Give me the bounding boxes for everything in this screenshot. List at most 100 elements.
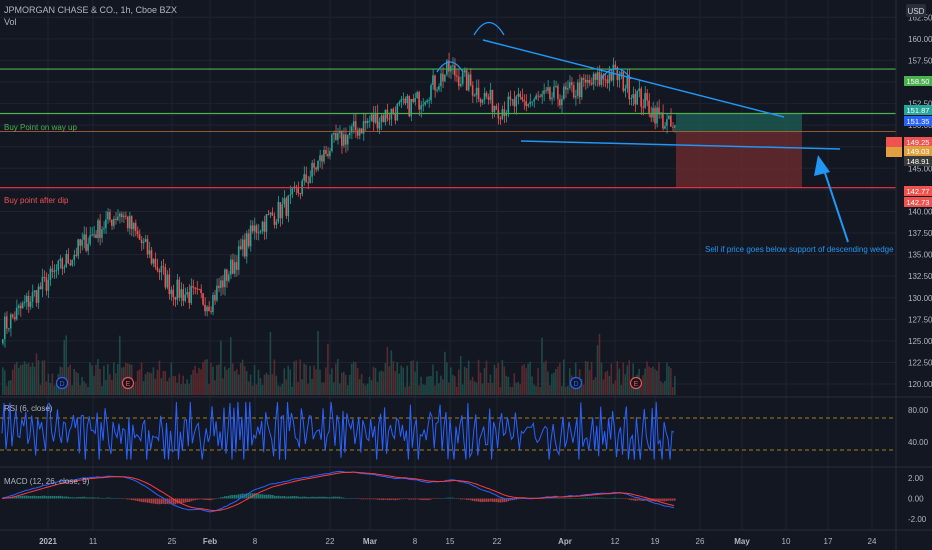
candle-body[interactable] bbox=[95, 234, 97, 238]
candle-body[interactable] bbox=[327, 153, 329, 157]
candle-body[interactable] bbox=[648, 100, 650, 115]
candle-body[interactable] bbox=[547, 87, 549, 91]
candle-body[interactable] bbox=[17, 305, 20, 308]
candle-body[interactable] bbox=[176, 279, 179, 300]
candle-body[interactable] bbox=[224, 269, 226, 288]
candle-body[interactable] bbox=[358, 128, 361, 136]
candle-body[interactable] bbox=[140, 239, 143, 243]
candle-body[interactable] bbox=[249, 225, 252, 247]
candle-body[interactable] bbox=[487, 96, 490, 100]
candle-body[interactable] bbox=[362, 121, 365, 134]
candle-body[interactable] bbox=[608, 73, 611, 84]
candle-body[interactable] bbox=[15, 307, 18, 320]
candle-body[interactable] bbox=[557, 85, 559, 100]
candle-body[interactable] bbox=[568, 82, 571, 89]
candle-body[interactable] bbox=[19, 305, 22, 309]
candle-body[interactable] bbox=[97, 220, 99, 238]
candle-body[interactable] bbox=[61, 258, 64, 269]
candle-body[interactable] bbox=[442, 73, 444, 82]
candle-body[interactable] bbox=[154, 258, 157, 268]
candle-body[interactable] bbox=[455, 75, 458, 77]
candle-body[interactable] bbox=[473, 95, 476, 97]
candle-body[interactable] bbox=[144, 239, 147, 242]
candle-body[interactable] bbox=[116, 216, 119, 221]
candle-body[interactable] bbox=[491, 89, 494, 113]
candle-body[interactable] bbox=[628, 76, 631, 100]
earnings-marker[interactable] bbox=[629, 376, 643, 390]
candle-body[interactable] bbox=[329, 150, 331, 157]
candle-body[interactable] bbox=[572, 85, 575, 98]
candle-body[interactable] bbox=[53, 270, 56, 272]
candle-body[interactable] bbox=[339, 130, 341, 134]
candle-body[interactable] bbox=[57, 260, 60, 271]
candle-body[interactable] bbox=[231, 259, 234, 274]
candle-body[interactable] bbox=[29, 301, 32, 307]
candle-body[interactable] bbox=[7, 328, 10, 330]
candle-body[interactable] bbox=[150, 250, 153, 264]
candle-body[interactable] bbox=[245, 233, 248, 257]
candle-body[interactable] bbox=[483, 93, 486, 100]
candle-body[interactable] bbox=[101, 229, 103, 238]
candle-body[interactable] bbox=[269, 212, 272, 215]
candle-body[interactable] bbox=[352, 121, 355, 127]
candle-body[interactable] bbox=[668, 115, 670, 120]
candle-body[interactable] bbox=[638, 88, 640, 92]
candle-body[interactable] bbox=[289, 194, 292, 196]
candle-body[interactable] bbox=[416, 92, 418, 98]
candle-body[interactable] bbox=[325, 149, 327, 154]
candle-body[interactable] bbox=[77, 239, 79, 256]
candle-body[interactable] bbox=[529, 101, 531, 105]
candle-body[interactable] bbox=[630, 98, 632, 100]
trendlines[interactable] bbox=[436, 21, 849, 243]
candle-body[interactable] bbox=[305, 174, 307, 183]
candle-body[interactable] bbox=[400, 99, 403, 103]
candle-body[interactable] bbox=[566, 88, 569, 90]
candle-body[interactable] bbox=[285, 198, 288, 216]
candle-body[interactable] bbox=[166, 274, 169, 288]
candle-body[interactable] bbox=[235, 262, 238, 270]
candle-body[interactable] bbox=[287, 195, 290, 216]
candle-body[interactable] bbox=[465, 70, 468, 91]
candle-body[interactable] bbox=[348, 132, 351, 136]
candle-body[interactable] bbox=[132, 223, 135, 230]
candle-body[interactable] bbox=[323, 149, 325, 162]
arrow-shaft[interactable] bbox=[823, 169, 849, 243]
candle-body[interactable] bbox=[79, 239, 81, 246]
candle-body[interactable] bbox=[674, 125, 676, 128]
candle-body[interactable] bbox=[186, 292, 188, 295]
candle-body[interactable] bbox=[670, 115, 672, 127]
candle-body[interactable] bbox=[521, 96, 523, 100]
candle-body[interactable] bbox=[584, 79, 587, 83]
candle-body[interactable] bbox=[188, 292, 190, 304]
candle-body[interactable] bbox=[576, 82, 579, 96]
candle-body[interactable] bbox=[553, 86, 555, 98]
candle-body[interactable] bbox=[523, 99, 525, 102]
earnings-marker[interactable] bbox=[121, 376, 135, 390]
candle-body[interactable] bbox=[111, 219, 113, 226]
candle-body[interactable] bbox=[475, 87, 478, 96]
candle-body[interactable] bbox=[650, 114, 652, 118]
candle-body[interactable] bbox=[620, 71, 623, 75]
candle-body[interactable] bbox=[182, 289, 184, 301]
candle-body[interactable] bbox=[51, 268, 54, 272]
candle-body[interactable] bbox=[319, 155, 321, 161]
candle-body[interactable] bbox=[333, 133, 335, 135]
candle-body[interactable] bbox=[31, 292, 34, 302]
candle-body[interactable] bbox=[453, 65, 456, 76]
candle-body[interactable] bbox=[190, 286, 192, 304]
arrow-head[interactable] bbox=[814, 155, 830, 176]
candle-body[interactable] bbox=[461, 72, 464, 84]
candle-body[interactable] bbox=[531, 101, 533, 103]
candle-body[interactable] bbox=[537, 95, 539, 97]
candle-body[interactable] bbox=[196, 288, 198, 290]
candle-body[interactable] bbox=[430, 84, 432, 101]
candle-body[interactable] bbox=[65, 254, 68, 268]
candle-body[interactable] bbox=[448, 60, 450, 72]
candle-body[interactable] bbox=[253, 225, 256, 232]
candle-body[interactable] bbox=[214, 294, 216, 301]
candle-body[interactable] bbox=[146, 239, 149, 255]
candle-body[interactable] bbox=[152, 258, 155, 264]
candle-body[interactable] bbox=[136, 231, 139, 235]
candle-body[interactable] bbox=[646, 93, 648, 101]
candle-body[interactable] bbox=[555, 85, 557, 87]
